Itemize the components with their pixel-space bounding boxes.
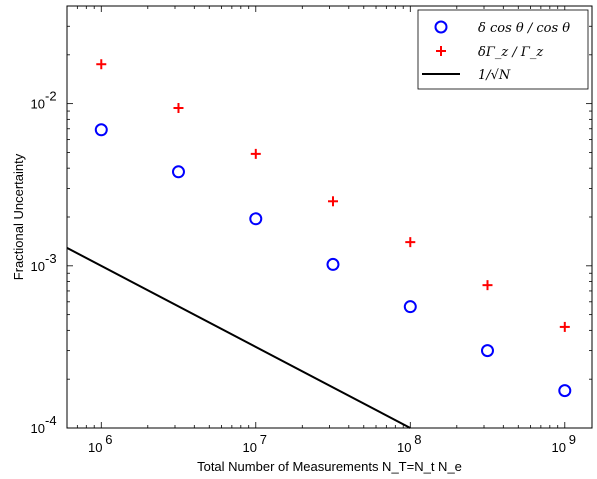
x-tick-label: 10 — [88, 440, 102, 455]
data-point-gamma-z — [96, 59, 107, 70]
data-point-cos-theta — [403, 300, 417, 314]
y-tick-exponent: -3 — [45, 251, 57, 266]
x-tick-label: 10 — [243, 440, 257, 455]
y-tick-label: 10 — [31, 259, 45, 274]
data-point-gamma-z — [482, 280, 493, 291]
legend-marker-circle — [434, 20, 448, 34]
chart-marks — [66, 59, 572, 429]
x-tick-label: 10 — [552, 440, 566, 455]
data-point-gamma-z — [250, 148, 261, 159]
data-point-cos-theta — [558, 384, 572, 398]
y-tick-label: 10 — [31, 421, 45, 436]
data-point-cos-theta — [171, 165, 185, 179]
data-point-cos-theta — [326, 257, 340, 271]
x-tick-exponent: 7 — [260, 432, 267, 447]
data-point-gamma-z — [405, 237, 416, 248]
data-point-cos-theta — [94, 123, 108, 137]
legend-label: δ cos θ / cos θ — [478, 21, 570, 36]
x-tick-exponent: 8 — [414, 432, 421, 447]
x-tick-exponent: 9 — [569, 432, 576, 447]
y-tick-exponent: -2 — [45, 89, 57, 104]
legend-box — [417, 9, 589, 90]
data-point-gamma-z — [173, 102, 184, 113]
axis-labels: Total Number of Measurements N_T=N_t N_e… — [11, 153, 462, 474]
legend: δ cos θ / cos θ δΓ_z / Γ_z 1/√N — [417, 9, 589, 90]
data-point-gamma-z — [559, 321, 570, 332]
x-axis-label: Total Number of Measurements N_T=N_t N_e — [197, 459, 462, 474]
y-tick-label: 10 — [31, 97, 45, 112]
x-tick-exponent: 6 — [105, 432, 112, 447]
y-axis-label: Fractional Uncertainty — [11, 153, 26, 280]
x-tick-label: 10 — [397, 440, 411, 455]
y-tick-exponent: -4 — [45, 413, 57, 428]
axis-ticks — [66, 5, 592, 429]
data-point-cos-theta — [249, 212, 263, 226]
series-line-inv-sqrt-n — [66, 246, 411, 429]
legend-label: δΓ_z / Γ_z — [478, 45, 543, 60]
data-point-gamma-z — [327, 196, 338, 207]
data-point-cos-theta — [480, 344, 494, 358]
legend-label: 1/√N — [478, 68, 511, 83]
